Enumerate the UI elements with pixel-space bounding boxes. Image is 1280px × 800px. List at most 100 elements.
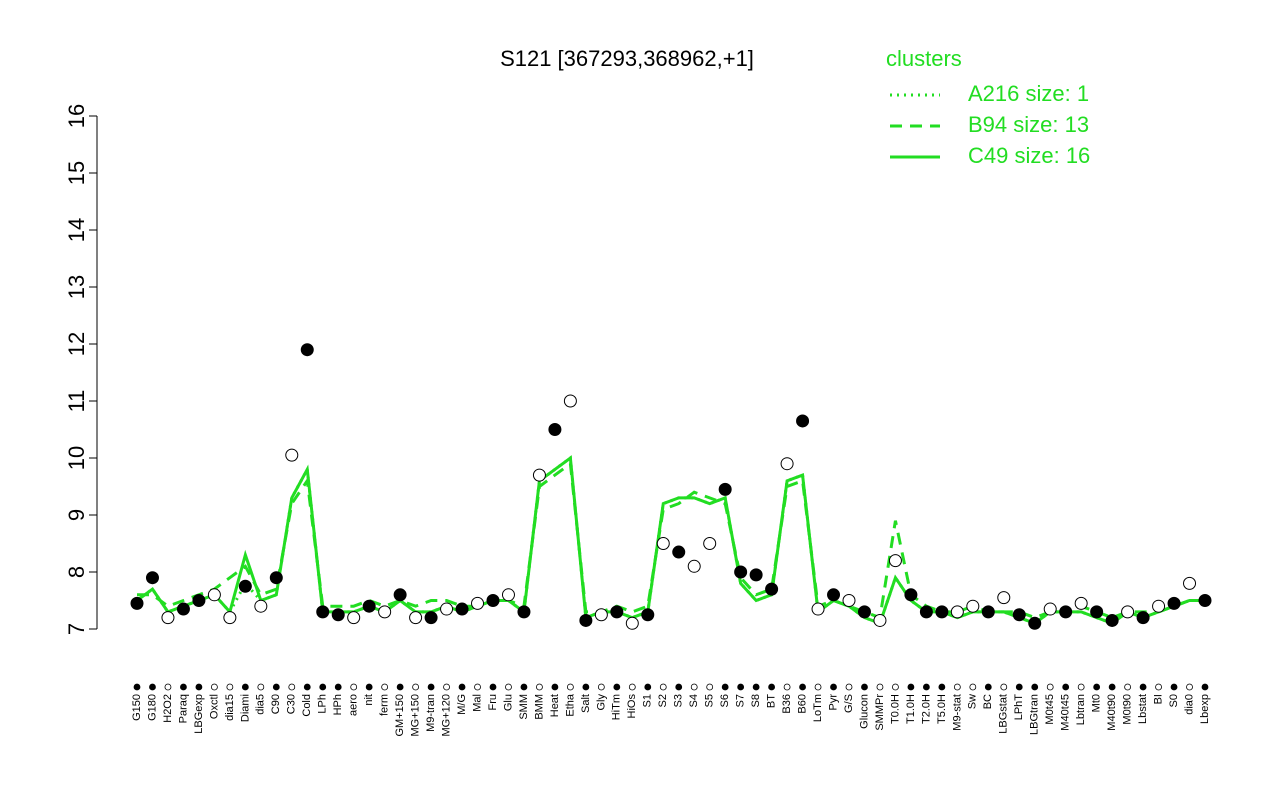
point	[331, 608, 345, 622]
rug-dot	[164, 683, 172, 691]
point	[935, 605, 949, 619]
rug-dot	[505, 683, 512, 691]
rug-dot	[1046, 683, 1054, 691]
y-tick-label: 13	[64, 275, 89, 299]
point	[517, 605, 531, 619]
rug-dot	[907, 683, 915, 691]
rug-dot	[226, 683, 234, 691]
point	[486, 594, 500, 607]
x-tick-label: Oxctl	[208, 694, 220, 719]
x-tick-label: M40t45	[1060, 694, 1072, 731]
x-tick-label: T1.0H	[905, 694, 917, 724]
point	[610, 605, 624, 619]
y-tick-label: 7	[64, 623, 89, 635]
x-tick-label: LoTm	[812, 694, 824, 722]
x-tick-label: T5.0H	[936, 694, 948, 724]
rug-dot	[1124, 683, 1132, 691]
rug-dot	[613, 683, 621, 691]
x-tick-label: Gly	[595, 694, 607, 711]
x-tick-label: Cold	[301, 694, 313, 717]
point	[1121, 605, 1135, 619]
rug-dot	[566, 683, 574, 691]
rug-dot	[350, 683, 358, 691]
legend-label: A216 size: 1	[968, 81, 1089, 106]
x-tick-label: S7	[735, 694, 747, 707]
x-tick-label: H2O2	[162, 694, 174, 723]
point	[192, 594, 206, 607]
x-tick-label: Diami	[239, 694, 251, 722]
point	[440, 602, 454, 616]
x-tick-label: Mt0	[1091, 694, 1103, 712]
point	[718, 482, 732, 496]
point	[1183, 576, 1197, 590]
rug-dot	[536, 683, 543, 691]
legend-label: B94 size: 13	[968, 112, 1089, 137]
chart-title: S121 [367293,368962,+1]	[500, 46, 754, 71]
point	[827, 588, 841, 602]
x-tick-label: B60	[796, 694, 808, 714]
y-tick-label: 10	[64, 446, 89, 470]
point	[161, 611, 175, 625]
y-tick-label: 14	[64, 218, 89, 242]
point	[455, 602, 469, 616]
rug-dot	[334, 683, 342, 691]
x-tick-label: Glu	[502, 694, 514, 711]
x-tick-label: LBGtran	[1029, 694, 1041, 735]
point	[145, 571, 159, 585]
x-tick-label: dia15	[224, 694, 236, 721]
point	[997, 591, 1011, 605]
point	[300, 343, 314, 357]
x-tick-label: S5	[704, 694, 716, 707]
x-tick-label: HPh	[332, 694, 344, 715]
point	[734, 565, 748, 579]
x-tick-label: BT	[766, 694, 778, 708]
legend-title: clusters	[886, 46, 962, 71]
x-tick-label: MG+120	[440, 694, 452, 737]
x-tick-label: Lbtran	[1075, 694, 1087, 725]
point	[424, 611, 438, 625]
rug-dot	[427, 683, 435, 691]
x-tick-label: LPh	[317, 694, 329, 714]
x-tick-label: G180	[146, 694, 158, 721]
point	[672, 545, 686, 559]
point	[1059, 605, 1073, 619]
rug-dot	[474, 683, 481, 691]
x-tick-label: Sw	[967, 694, 979, 709]
rug-dot	[706, 683, 714, 691]
point	[811, 602, 825, 616]
point	[176, 602, 190, 616]
x-tick-label: SMMPr	[874, 694, 886, 731]
rug-dot	[210, 683, 218, 691]
x-tick-label: Paraq	[177, 694, 189, 723]
rug-dot	[1093, 683, 1101, 691]
point	[1074, 596, 1088, 610]
point	[563, 394, 577, 408]
rug-dot	[830, 683, 837, 691]
point	[1136, 611, 1150, 625]
y-tick-label: 15	[64, 161, 89, 185]
rug-dot	[272, 683, 280, 691]
x-tick-label: S2	[657, 694, 669, 707]
point	[981, 605, 995, 619]
point	[1043, 602, 1057, 616]
point	[254, 599, 268, 613]
rug-dot	[799, 683, 806, 691]
rug-dot	[1139, 683, 1147, 691]
rug-dot	[303, 683, 311, 691]
rug-dot	[1186, 683, 1193, 691]
x-tick-label: Fru	[487, 694, 499, 711]
x-tick-label: MG+150	[410, 694, 422, 737]
rug-dot	[597, 683, 605, 691]
x-tick-label: B36	[781, 694, 793, 714]
rug-dot	[551, 683, 559, 691]
x-tick-label: M40t90	[1106, 694, 1118, 731]
rug-dot	[381, 683, 389, 691]
x-tick-label: BI	[1152, 694, 1164, 704]
cluster-line	[136, 455, 1205, 626]
x-tick-label: BMM	[533, 694, 545, 720]
point	[409, 611, 423, 625]
point	[1012, 608, 1026, 622]
point	[796, 414, 810, 428]
rug-dot	[721, 683, 729, 691]
point	[238, 579, 252, 593]
